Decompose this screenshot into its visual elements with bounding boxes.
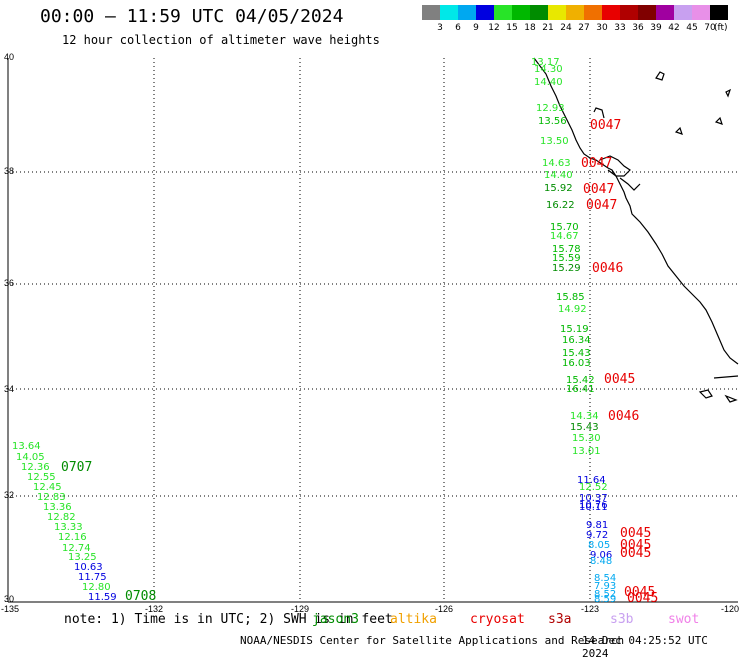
wave-height-label: 15.92 xyxy=(544,183,573,194)
scale-swatch xyxy=(548,5,566,20)
scale-swatch xyxy=(494,5,512,20)
wave-height-label: 16.41 xyxy=(566,384,595,395)
lat-label: 32 xyxy=(4,490,14,500)
scale-swatch xyxy=(530,5,548,20)
pass-time-label: 0045 xyxy=(604,372,635,387)
scale-swatch xyxy=(620,5,638,20)
graticule xyxy=(8,58,738,602)
scale-tick-label: 6 xyxy=(455,23,461,33)
lat-axis-labels: 40 38 36 34 32 30 xyxy=(4,52,14,604)
wave-height-label: 12.16 xyxy=(58,532,87,543)
wave-height-label: 12.52 xyxy=(579,482,608,493)
wave-height-label: 16.22 xyxy=(546,200,575,211)
wave-height-label: 15.19 xyxy=(560,324,589,335)
lon-label: -120 xyxy=(721,604,739,614)
scale-swatch xyxy=(476,5,494,20)
wave-height-label: 14.40 xyxy=(534,77,563,88)
scale-swatch xyxy=(638,5,656,20)
page-subtitle: 12 hour collection of altimeter wave hei… xyxy=(62,33,380,47)
scale-tick-label: 42 xyxy=(668,23,679,33)
wave-height-label: 13.50 xyxy=(540,136,569,147)
wave-height-label: 14.30 xyxy=(534,64,563,75)
scale-tick-label: 21 xyxy=(542,23,553,33)
scale-swatch xyxy=(512,5,530,20)
scale-tick-label: 24 xyxy=(560,23,572,33)
scale-tick-label: 30 xyxy=(596,23,608,33)
wave-height-color-scale: 36912151821242730333639424570 (ft) xyxy=(422,5,740,35)
pass-time-label: 0707 xyxy=(61,460,92,475)
pass-time-label: 0708 xyxy=(125,589,156,604)
wave-height-label: 10.11 xyxy=(579,502,608,513)
lat-label: 40 xyxy=(4,52,14,62)
legend-jason3: jason3 xyxy=(312,612,359,627)
wave-height-label: 15.43 xyxy=(570,422,599,433)
wave-height-label: 8.48 xyxy=(590,556,612,567)
legend-altika: altika xyxy=(390,612,437,627)
wave-height-label: 16.03 xyxy=(562,358,591,369)
scale-swatch xyxy=(674,5,692,20)
wave-height-label: 8.59 xyxy=(594,594,616,605)
wave-height-label: 15.30 xyxy=(572,433,601,444)
legend-cryosat: cryosat xyxy=(470,612,525,627)
pass-time-label: 0047 xyxy=(583,182,614,197)
map-border xyxy=(8,58,738,602)
wave-height-label: 13.64 xyxy=(12,441,41,452)
wave-height-label: 13.01 xyxy=(572,446,601,457)
scale-swatch xyxy=(692,5,710,20)
lat-label: 30 xyxy=(4,594,14,604)
pass-time-label: 0046 xyxy=(608,409,639,424)
wave-height-label: 16.34 xyxy=(562,335,591,346)
scale-tick-label: 45 xyxy=(686,23,697,33)
scale-swatch xyxy=(440,5,458,20)
legend-s3b: s3b xyxy=(610,612,633,627)
scale-tick-label: 33 xyxy=(614,23,625,33)
wave-height-label: 11.59 xyxy=(88,592,117,603)
scale-swatch xyxy=(422,5,440,20)
lat-label: 36 xyxy=(4,278,14,288)
scale-swatch xyxy=(710,5,728,20)
scale-swatch xyxy=(602,5,620,20)
wave-height-label: 13.56 xyxy=(538,116,567,127)
wave-height-label: 15.85 xyxy=(556,292,585,303)
scale-tick-label: 39 xyxy=(650,23,662,33)
scale-swatch xyxy=(566,5,584,20)
lat-label: 34 xyxy=(4,384,14,394)
pass-time-label: 0046 xyxy=(592,261,623,276)
wave-height-label: 15.29 xyxy=(552,263,581,274)
wave-height-label: 14.63 xyxy=(542,158,571,169)
footer-timestamp: 14 Dec 04:25:52 UTC 2024 xyxy=(582,634,740,660)
scale-tick-label: 3 xyxy=(437,23,443,33)
wave-height-label: 14.92 xyxy=(558,304,587,315)
pass-time-label: 0047 xyxy=(590,118,621,133)
lon-label: -135 xyxy=(1,604,19,614)
scale-tick-label: 15 xyxy=(506,23,517,33)
lat-label: 38 xyxy=(4,166,14,176)
pass-time-label: 0047 xyxy=(586,198,617,213)
lon-label: -126 xyxy=(435,604,453,614)
pass-time-label: 0045 xyxy=(627,591,658,606)
lon-label: -123 xyxy=(581,604,599,614)
scale-tick-label: 27 xyxy=(578,23,589,33)
page-title: 00:00 – 11:59 UTC 04/05/2024 xyxy=(40,6,343,27)
scale-swatch xyxy=(656,5,674,20)
legend-swot: swot xyxy=(668,612,699,627)
footer-credit: NOAA/NESDIS Center for Satellite Applica… xyxy=(240,634,624,647)
scale-tick-label: 36 xyxy=(632,23,644,33)
pass-time-label: 0047 xyxy=(581,156,612,171)
wave-height-label: 14.67 xyxy=(550,231,579,242)
scale-swatch xyxy=(584,5,602,20)
wave-height-label: 14.34 xyxy=(570,411,599,422)
scale-tick-label: 18 xyxy=(524,23,536,33)
legend-s3a: s3a xyxy=(548,612,571,627)
wave-height-label: 14.40 xyxy=(544,170,573,181)
scale-swatch xyxy=(458,5,476,20)
scale-tick-label: 12 xyxy=(488,23,499,33)
wave-height-map: 40 38 36 34 32 30 -135 -132 -129 -126 -1… xyxy=(0,0,740,650)
east-track-values: 13.1714.3014.4012.9313.5613.5014.6314.40… xyxy=(531,57,616,605)
wave-height-label: 12.93 xyxy=(536,103,565,114)
scale-unit-label: (ft) xyxy=(714,23,728,33)
pass-time-label: 0045 xyxy=(620,546,651,561)
scale-tick-label: 9 xyxy=(473,23,479,33)
